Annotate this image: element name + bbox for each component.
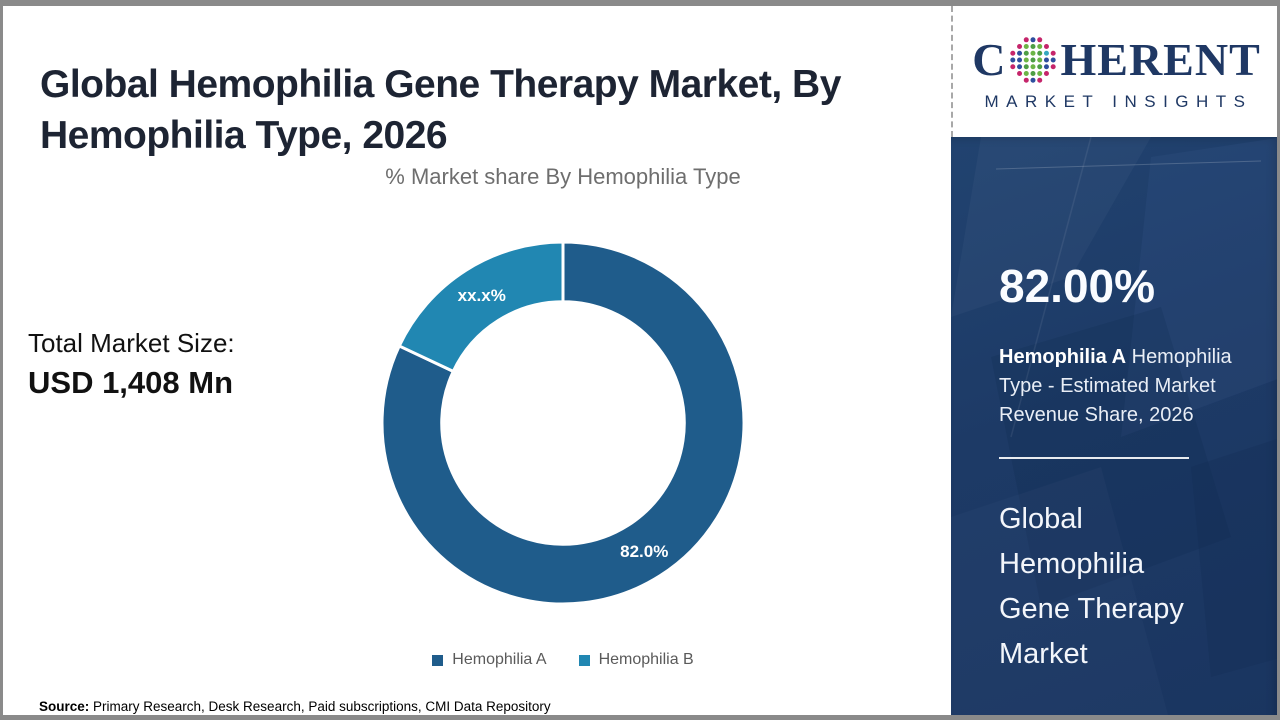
legend-label-hemophilia-b: Hemophilia B <box>598 651 694 668</box>
source-text: Primary Research, Desk Research, Paid su… <box>89 699 551 714</box>
brand-logo-subtitle: MARKET INSIGHTS <box>984 92 1253 111</box>
logo-word-start: C <box>972 34 1007 85</box>
donut-data-label: 82.0% <box>620 542 668 561</box>
page-title: Global Hemophilia Gene Therapy Market, B… <box>40 63 841 157</box>
total-market-size-label: Total Market Size: <box>28 328 235 358</box>
chart-subtitle: % Market share By Hemophilia Type <box>385 164 741 189</box>
donut-data-label: xx.x% <box>458 286 506 305</box>
total-market-size-value: USD 1,408 Mn <box>28 365 234 400</box>
coherent-globe-icon <box>1008 35 1058 85</box>
sidebar-report-title: Global Hemophilia Gene Therapy Market <box>999 503 1184 670</box>
brand-logo-area: C HERENT MARKET INSIGHTS <box>951 6 1277 137</box>
legend-item-hemophilia-b: Hemophilia B <box>578 651 694 669</box>
source-attribution: Source: Primary Research, Desk Research,… <box>39 699 551 714</box>
sidebar-stat-description-rest: Hemophilia Type - Estimated Market Reven… <box>999 346 1232 426</box>
legend-item-hemophilia-a: Hemophilia A <box>432 651 547 669</box>
chart-legend: Hemophilia A Hemophilia B <box>363 651 763 669</box>
legend-label-hemophilia-a: Hemophilia A <box>452 651 547 668</box>
donut-chart: 82.0% xx.x% <box>380 240 746 606</box>
sidebar-stat-description: Hemophilia A Hemophilia Type - Estimated… <box>999 343 1251 430</box>
logo-word-end: HERENT <box>1060 34 1261 85</box>
legend-swatch-hemophilia-b <box>578 654 590 666</box>
legend-swatch-hemophilia-a <box>432 654 444 666</box>
right-sidebar: 82.00% Hemophilia A Hemophilia Type - Es… <box>951 137 1277 715</box>
total-market-size: Total Market Size: USD 1,408 Mn <box>28 328 235 401</box>
donut-slice-hemophilia-a <box>380 240 746 606</box>
brand-logo-wordmark: C HERENT <box>972 35 1261 85</box>
sidebar-stat-value: 82.00% <box>999 260 1156 312</box>
sidebar-divider <box>999 457 1189 459</box>
donut-slice-hemophilia-b <box>397 240 565 373</box>
sidebar-stat-segment: Hemophilia A <box>999 346 1127 368</box>
source-label: Source: <box>39 699 90 714</box>
